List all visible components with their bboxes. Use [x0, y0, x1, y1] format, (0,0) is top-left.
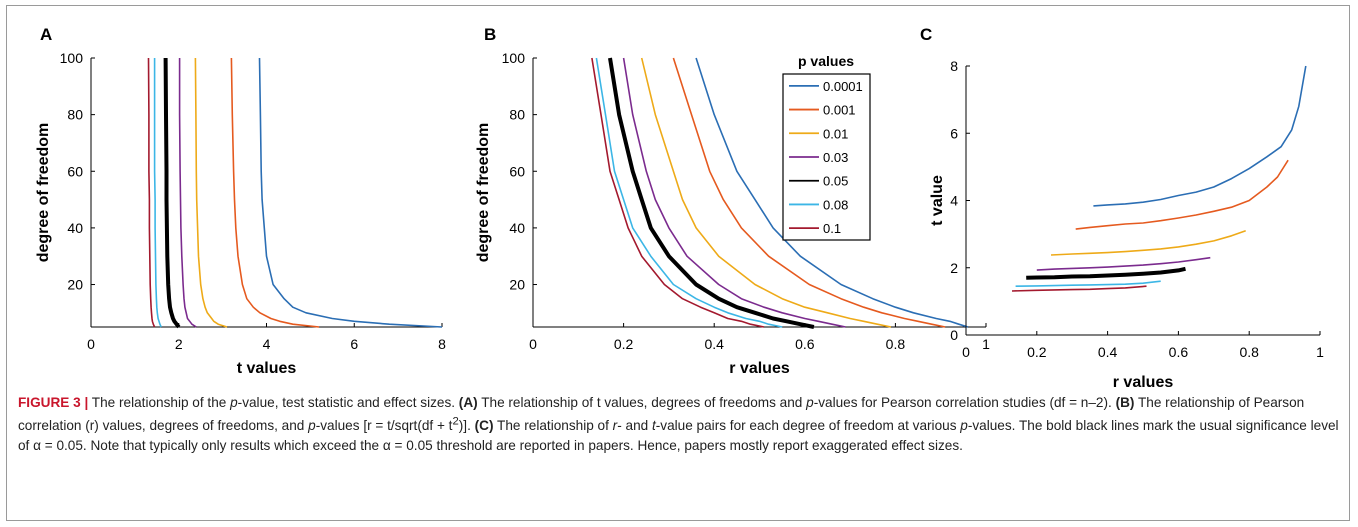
y-tick-label: 60	[67, 163, 83, 179]
x-tick-label: 0.4	[704, 336, 724, 352]
y-tick-label: 4	[950, 193, 958, 209]
caption-segment: (B)	[1115, 395, 1135, 410]
y-axis-label: degree of freedom	[475, 123, 492, 263]
caption-segment: p	[230, 395, 238, 410]
x-axis-label: t values	[237, 360, 297, 377]
legend-entry: 0.0001	[823, 79, 863, 94]
y-tick-label: 100	[60, 50, 84, 66]
x-tick-label: 2	[175, 336, 183, 352]
series-line-p-0.001	[672, 57, 946, 328]
x-tick-label: 0.8	[886, 336, 906, 352]
series-line-p-0.1	[147, 57, 156, 328]
series-line-p-0.01	[1050, 230, 1246, 256]
y-tick-label: 40	[67, 220, 83, 236]
x-tick-label: 0.6	[795, 336, 815, 352]
x-tick-label: 0.8	[1239, 344, 1259, 360]
panel-letter-B: B	[484, 25, 496, 44]
caption-segment: r	[612, 418, 618, 434]
x-tick-label: 1	[982, 336, 990, 352]
caption-segment: )].	[458, 418, 475, 434]
series-line-p-0.05	[163, 57, 181, 329]
series-line-p-0.05	[608, 57, 815, 329]
caption-segment: p	[308, 418, 316, 434]
caption-segment: -value pairs for each degree of freedom …	[655, 418, 961, 434]
y-tick-label: 8	[950, 58, 958, 74]
x-tick-label: 0.4	[1098, 344, 1118, 360]
caption-text: The relationship of the p-value, test st…	[18, 395, 1339, 453]
x-tick-label: 0	[87, 336, 95, 352]
caption-segment: -values [r = t/sqrt(df + t	[315, 418, 453, 434]
legend-entry: 0.01	[823, 126, 848, 141]
caption-segment: (A)	[458, 395, 478, 410]
caption-segment: t	[651, 418, 656, 434]
figure-frame	[6, 5, 1350, 521]
legend-entry: 0.03	[823, 150, 848, 165]
series-line-p-0.01	[194, 57, 228, 328]
x-tick-label: 0	[962, 344, 970, 360]
panel-letter-C: C	[920, 25, 932, 44]
legend-entry: 0.05	[823, 174, 848, 189]
series-line-p-0.05	[1026, 266, 1186, 280]
legend-title: p values	[798, 53, 854, 69]
caption-segment: p	[806, 395, 814, 410]
series-line-p-0.0001	[258, 57, 443, 328]
caption-segment: - and	[617, 418, 652, 434]
series-line-p-0.08	[595, 57, 783, 328]
caption-segment: -values for Pearson correlation studies …	[813, 395, 1116, 410]
caption-segment: The relationship of	[493, 418, 613, 434]
series-line-p-0.001	[1075, 159, 1289, 230]
legend-entry: 0.08	[823, 197, 848, 212]
x-tick-label: 0.2	[1027, 344, 1047, 360]
y-tick-label: 20	[67, 277, 83, 293]
y-tick-label: 0	[950, 327, 958, 343]
series-line-p-0.1	[591, 57, 765, 328]
y-tick-label: 80	[67, 107, 83, 123]
series-line-p-0.001	[230, 57, 320, 328]
caption-segment: The relationship of t values, degrees of…	[477, 395, 807, 410]
figure-label: FIGURE 3 |	[18, 395, 89, 410]
series-line-p-0.0001	[1093, 65, 1307, 207]
x-tick-label: 0	[529, 336, 537, 352]
figure-caption: FIGURE 3 | The relationship of the p-val…	[18, 393, 1343, 455]
series-line-p-0.03	[622, 57, 846, 328]
caption-segment: (C)	[474, 418, 494, 434]
x-tick-label: 4	[263, 336, 271, 352]
legend-entry: 0.001	[823, 103, 856, 118]
caption-segment: p	[960, 418, 968, 434]
series-line-p-0.1	[1011, 285, 1147, 292]
caption-segment: 2	[452, 415, 459, 428]
series-line-p-0.0001	[695, 57, 969, 328]
legend-entry: 0.1	[823, 221, 841, 236]
caption-segment: -value, test statistic and effect sizes.	[237, 395, 459, 410]
x-tick-label: 6	[350, 336, 358, 352]
y-tick-label: 6	[950, 125, 958, 141]
y-tick-label: 40	[509, 220, 525, 236]
x-tick-label: 0.2	[614, 336, 634, 352]
caption-segment: The relationship of Pearson correlation …	[18, 395, 1305, 434]
x-tick-label: 8	[438, 336, 446, 352]
caption-segment: The relationship of the	[88, 395, 231, 410]
series-line-p-0.03	[178, 58, 197, 328]
x-axis-label: r values	[1113, 374, 1174, 391]
y-axis-label: t value	[929, 175, 946, 226]
caption-segment: -values. The bold black lines mark the u…	[18, 418, 1339, 453]
x-axis-label: r values	[729, 360, 790, 377]
y-axis-label: degree of freedom	[35, 123, 52, 263]
series-line-p-0.08	[153, 58, 162, 328]
x-tick-label: 0.6	[1169, 344, 1189, 360]
y-tick-label: 60	[509, 163, 525, 179]
y-tick-label: 100	[502, 50, 526, 66]
y-tick-label: 2	[950, 260, 958, 276]
series-line-p-0.08	[1015, 280, 1161, 287]
series-line-p-0.03	[1036, 256, 1211, 271]
panel-letter-A: A	[40, 25, 52, 44]
series-line-p-0.01	[640, 57, 892, 328]
x-tick-label: 1	[1316, 344, 1324, 360]
y-tick-label: 20	[509, 277, 525, 293]
y-tick-label: 80	[509, 107, 525, 123]
